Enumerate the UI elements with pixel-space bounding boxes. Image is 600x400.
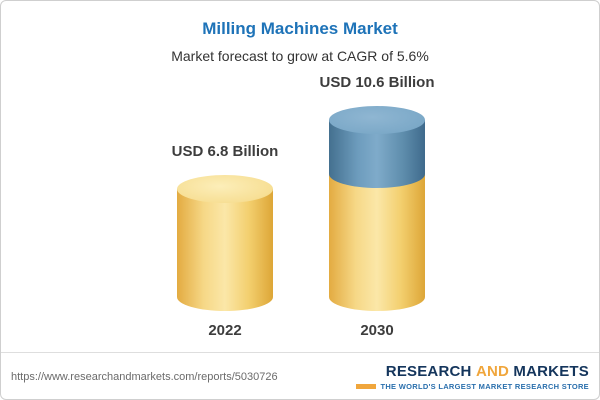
cylinder-2030-base-segment	[329, 174, 425, 311]
research-and-markets-logo[interactable]: RESEARCH AND MARKETS THE WORLD'S LARGEST…	[356, 363, 589, 391]
chart-title: Milling Machines Market	[202, 19, 398, 38]
value-label-2030: USD 10.6 Billion	[319, 74, 435, 91]
cylinder-2030: USD 10.6 Billion	[319, 74, 435, 311]
value-label-2022: USD 6.8 Billion	[171, 143, 279, 160]
cylinder-2022: USD 6.8 Billion	[172, 143, 278, 311]
logo-word-markets: MARKETS	[513, 363, 589, 380]
logo-word-research: RESEARCH	[385, 363, 472, 380]
category-label-2022: 2022	[208, 322, 242, 339]
chart-subtitle: Market forecast to grow at CAGR of 5.6%	[171, 48, 429, 64]
logo-gold-bar-icon	[356, 384, 377, 389]
logo-wordmark: RESEARCH AND MARKETS	[356, 363, 589, 380]
logo-word-and: AND	[475, 363, 510, 380]
cylinder-2022-base-segment	[177, 189, 273, 311]
cylinder-2022-top-ellipse	[177, 175, 273, 203]
cylinder-2030-top-ellipse	[329, 106, 425, 134]
logo-tagline-text: THE WORLD'S LARGEST MARKET RESEARCH STOR…	[380, 382, 589, 391]
category-label-2030: 2030	[360, 322, 394, 339]
logo-tagline-row: THE WORLD'S LARGEST MARKET RESEARCH STOR…	[356, 382, 589, 391]
footer-divider	[1, 352, 599, 353]
report-url-link[interactable]: https://www.researchandmarkets.com/repor…	[11, 371, 278, 383]
